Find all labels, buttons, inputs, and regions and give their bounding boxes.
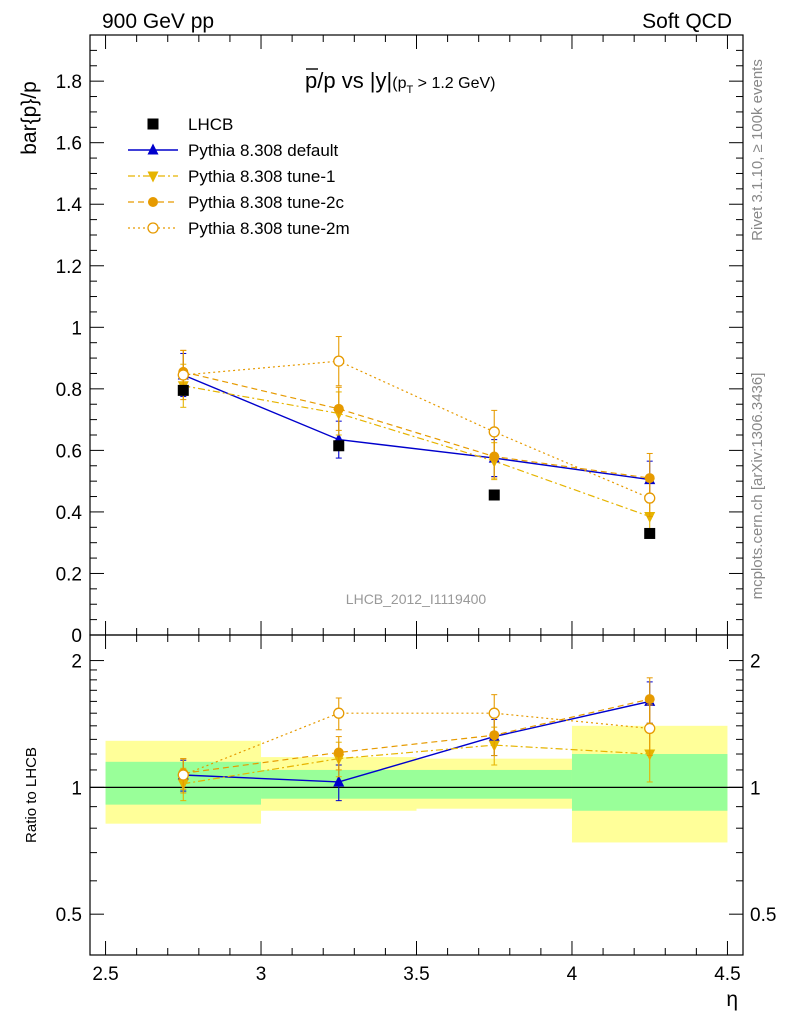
ratio-pythia-8-308-tune-2c-point [489,730,500,741]
ratio-pythia-8-308-tune-1-line [183,744,650,785]
main-ylabel: bar{p}/p [18,81,41,155]
main-pythia-8-308-tune-2m-line [183,360,650,499]
main-pythia-8-308-tune-1-point [644,512,656,524]
ratio-ytick-label-right: 0.5 [750,905,776,926]
ratio-pythia-8-308-tune-2m-point [333,707,345,719]
ratio-pythia-8-308-tune-2m-point [644,722,656,735]
main-panel: 0 0.2 0.4 0.6 0.8 1 1.2 1.4 1.6 1.8 bar{p}/p p/p … [18,34,744,647]
legend-label: Pythia 8.308 tune-2c [188,193,344,212]
main-pythia-8-308-tune-2c-point [489,451,500,462]
main-ytick-label: 1.4 [56,195,83,216]
ratio-panel: 0.5 0.5 1 1 2 2 2.5 3 3.5 4 4.5 Ratio to LHCB η [23,634,777,1011]
main-lhcb-series [177,384,656,539]
ratio-ylabel: Ratio to LHCB [23,747,40,843]
ratio-pythia-8-308-default-point [333,775,345,787]
main-lhcb-point [333,440,345,452]
ratio-xtick-label: 2.5 [92,964,118,985]
title-paren-open: (p [392,75,406,92]
ratio-xtick-label: 4.5 [714,964,740,985]
main-tick-labels: 0 0.2 0.4 0.6 0.8 1 1.2 1.4 1.6 1.8 [56,72,83,647]
ratio-ticks [90,635,743,955]
legend-marker [147,171,159,183]
main-title: p/p vs |y|(pT > 1.2 GeV) [305,68,495,96]
ratio-xtick-label: 3 [256,964,267,985]
legend-marker [147,222,159,234]
title-sub: T [406,84,413,96]
ratio-pythia-8-308-tune-2m-line [183,712,650,776]
ratio-ytick-label: 0.5 [56,905,82,926]
header-right: Soft QCD [642,10,732,33]
main-lhcb-point [488,489,500,501]
main-pythia-8-308-tune-1-line [183,385,650,518]
main-lhcb-point [177,384,189,396]
ratio-ytick-label-right: 2 [750,652,761,673]
main-ytick-label: 1.6 [56,134,82,155]
main-ytick-label: 0.4 [56,503,83,524]
legend-entry: Pythia 8.308 tune-2m [128,219,350,238]
main-ytick-label: 1 [71,318,82,339]
rivet-label: Rivet 3.1.10, ≥ 100k events [749,59,766,241]
main-pythia-8-308-tune-2c-point [333,403,344,414]
ratio-pythia-8-308-tune-2m-point [488,707,500,719]
legend-marker [147,118,159,130]
ratio-ytick-label-right: 1 [750,778,761,799]
title-paren-close: > 1.2 GeV) [413,75,495,92]
ratio-pythia-8-308-tune-2c-line [183,698,650,774]
main-watermark: LHCB_2012_I1119400 [346,591,487,607]
main-pythia-8-308-tune-1-series [177,363,656,536]
main-pythia-8-308-default-series [177,352,656,499]
legend-entry: LHCB [147,115,233,134]
legend-label: Pythia 8.308 default [188,141,339,160]
main-pythia-8-308-tune-2m-point [488,426,500,438]
main-pythia-8-308-tune-2c-series [178,349,655,504]
mcplots-label: mcplots.cern.ch [arXiv:1306.3436] [749,373,766,600]
ratio-marks [177,677,656,802]
main-ytick-label: 0 [71,626,82,647]
ratio-tick-labels: 0.5 0.5 1 1 2 2 2.5 3 3.5 4 4.5 [56,652,777,985]
ratio-pythia-8-308-tune-2c-point [644,694,655,705]
ratio-pythia-8-308-tune-2c-point [333,747,344,758]
title-main: p/p vs |y| [305,68,392,93]
main-pythia-8-308-tune-2c-line [183,371,650,479]
legend-entry: Pythia 8.308 tune-1 [128,167,335,186]
main-marks [177,336,656,539]
legend-entry: Pythia 8.308 default [128,141,339,160]
main-ytick-label: 1.2 [56,257,82,278]
main-pythia-8-308-tune-2m-point [177,369,189,381]
main-ytick-label: 1.8 [56,72,82,93]
header-left: 900 GeV pp [102,10,214,33]
main-pythia-8-308-tune-2m-series [177,336,656,518]
ratio-xlabel: η [726,988,738,1011]
main-pythia-8-308-default-line [183,374,650,481]
legend-label: Pythia 8.308 tune-1 [188,167,335,186]
legend-marker [147,143,159,155]
ratio-pythia-8-308-default-line [183,700,650,783]
svg-text:p/p vs |y|(pT > 1.2 GeV): p/p vs |y|(pT > 1.2 GeV) [305,68,495,96]
ratio-xtick-label: 3.5 [403,964,429,985]
main-pythia-8-308-tune-2m-point [333,355,345,367]
legend: LHCB Pythia 8.308 default Pythia 8.308 tun… [128,115,350,238]
ratio-ytick-label: 1 [71,778,82,799]
main-pythia-8-308-tune-2c-point [644,473,655,484]
main-ytick-label: 0.6 [56,441,82,462]
legend-label: LHCB [188,115,233,134]
legend-label: Pythia 8.308 tune-2m [188,219,350,238]
ratio-pythia-8-308-tune-2m-series [177,694,656,794]
ratio-band-green [416,769,572,799]
main-lhcb-point [644,527,656,539]
ratio-pythia-8-308-tune-2m-point [177,769,189,781]
main-pythia-8-308-tune-2m-point [644,492,656,504]
ratio-ytick-label: 2 [71,652,82,673]
main-ytick-label: 0.8 [56,380,82,401]
main-ytick-label: 0.2 [56,564,82,585]
ratio-xtick-label: 4 [567,964,578,985]
legend-marker [148,197,158,207]
legend-entry: Pythia 8.308 tune-2c [128,193,344,212]
